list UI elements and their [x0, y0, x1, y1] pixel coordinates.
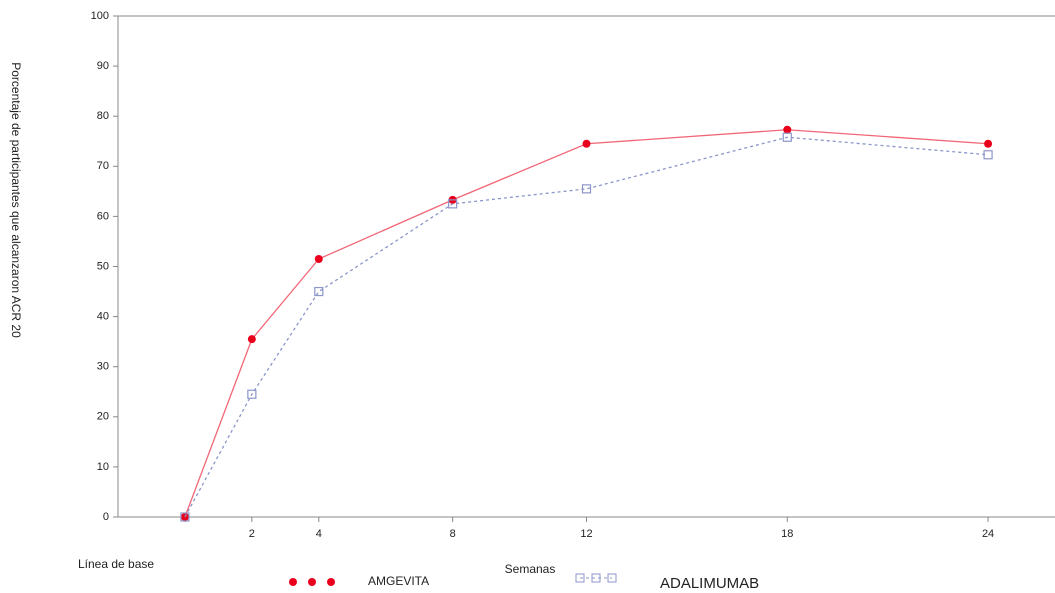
x-tick-label: 4 — [316, 528, 322, 540]
point — [247, 389, 257, 399]
series-line — [184, 129, 989, 518]
y-tick-label: 50 — [97, 260, 109, 272]
y-tick-label: 10 — [97, 461, 109, 473]
y-tick-label: 20 — [97, 411, 109, 423]
point — [314, 286, 324, 297]
x-tick-label: 8 — [450, 528, 456, 540]
x-tick-label: 24 — [982, 528, 994, 540]
legend-marker — [575, 573, 585, 583]
x-tick-label: Línea de base — [78, 557, 154, 571]
x-tick-label: 12 — [580, 528, 592, 540]
y-tick-label: 30 — [97, 361, 109, 373]
series-line — [184, 136, 989, 518]
point — [782, 132, 792, 142]
point — [783, 125, 792, 134]
y-axis-label: Porcentaje de participantes que alcanzar… — [9, 62, 23, 338]
y-tick-label: 80 — [97, 110, 109, 122]
legend-marker — [327, 578, 335, 586]
point — [180, 512, 190, 522]
y-tick-label: 90 — [97, 60, 109, 72]
point — [314, 254, 323, 263]
x-tick-label: 18 — [781, 528, 793, 540]
point — [983, 150, 993, 160]
y-tick-label: 70 — [97, 160, 109, 172]
legend-marker — [308, 578, 316, 586]
legend-marker — [607, 573, 617, 583]
y-tick-label: 40 — [97, 311, 109, 323]
y-tick-label: 60 — [97, 210, 109, 222]
point — [581, 184, 592, 194]
x-axis-label: Semanas — [505, 562, 556, 576]
legend-label: AMGEVITA — [368, 574, 429, 588]
legend-marker — [289, 578, 297, 586]
y-tick-label: 100 — [91, 10, 109, 22]
x-tick-label: 2 — [249, 528, 255, 540]
y-tick-label: 0 — [103, 511, 109, 523]
point — [448, 199, 458, 209]
point — [247, 335, 256, 344]
legend-label: ADALIMUMAB — [660, 575, 759, 592]
point — [582, 139, 591, 148]
point — [984, 139, 993, 148]
